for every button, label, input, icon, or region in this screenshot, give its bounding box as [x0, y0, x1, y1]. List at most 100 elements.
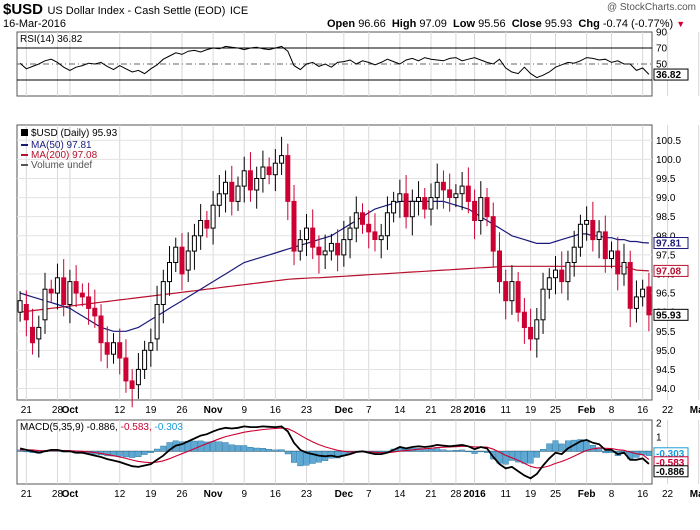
- macd-histogram-bar: [577, 439, 584, 452]
- rsi-last-value-box: [653, 68, 689, 81]
- macd-last-value-1: -0.583: [656, 458, 685, 469]
- date-axis-label: 19: [525, 405, 537, 416]
- macd-histogram-bar: [272, 449, 279, 452]
- candle-body: [92, 307, 98, 317]
- macd-date-axis-label: 12: [114, 489, 126, 500]
- candle-body: [185, 250, 191, 271]
- candle-body: [335, 242, 341, 256]
- macd-title: MACD(5,35,9) -0.886, -0.583, -0.303: [20, 422, 183, 433]
- macd-signal-line: [20, 427, 650, 469]
- candle-body: [260, 166, 266, 179]
- macd-histogram-bar: [203, 441, 210, 452]
- candle-body: [521, 311, 527, 329]
- macd-panel: [16, 419, 653, 485]
- macd-title-macd: MACD(5,35,9) -0.886,: [20, 422, 121, 433]
- macd-histogram-bar: [259, 448, 266, 452]
- candle-body: [453, 193, 459, 199]
- exchange-label: ICE: [229, 5, 249, 17]
- instrument-name: US Dollar Index - Cash Settle (EOD): [47, 5, 226, 17]
- candle-body: [241, 170, 247, 187]
- candle-body: [23, 304, 29, 321]
- symbol-label: $USD: [3, 1, 44, 18]
- candle-body: [304, 227, 309, 241]
- macd-histogram-bar: [558, 443, 565, 452]
- macd-histogram-bar: [533, 451, 540, 458]
- macd-histogram-bar: [222, 442, 229, 452]
- candle-body: [160, 281, 166, 306]
- macd-histogram-bar: [135, 451, 142, 457]
- macd-histogram-bar: [334, 451, 341, 459]
- high-label: High: [391, 18, 417, 30]
- candle-body: [384, 212, 390, 237]
- candle-body: [198, 220, 204, 237]
- candle-body: [434, 181, 440, 199]
- macd-date-axis-label: Feb: [578, 489, 596, 500]
- macd-histogram-bar: [266, 449, 273, 452]
- price-legend-item: MA(200) 97.08: [31, 150, 98, 161]
- date-axis-label: 22: [662, 405, 674, 416]
- macd-histogram-bar: [452, 450, 459, 452]
- price-tick-label: 100.5: [656, 136, 681, 147]
- macd-date-axis-label: 9: [241, 489, 247, 500]
- price-tick-label: 100.0: [656, 155, 681, 166]
- candle-body: [484, 197, 490, 218]
- candle-body: [621, 262, 627, 275]
- macd-date-axis-label: 22: [662, 489, 674, 500]
- chart-header: $USD US Dollar Index - Cash Settle (EOD)…: [0, 0, 700, 34]
- candle-body: [247, 170, 253, 191]
- candle-body: [98, 315, 104, 344]
- macd-histogram-bar: [160, 445, 167, 452]
- macd-histogram-bar: [546, 443, 553, 452]
- macd-date-axis-label: 16: [270, 489, 282, 500]
- low-value: 95.56: [478, 18, 506, 30]
- macd-histogram-bar: [210, 441, 217, 452]
- date-axis-label: 12: [114, 405, 126, 416]
- candle-body: [428, 197, 434, 210]
- high-value: 97.09: [419, 18, 447, 30]
- macd-date-axis-label: 11: [501, 489, 512, 500]
- price-last-value-2: 95.93: [656, 310, 681, 321]
- candle-body: [179, 246, 185, 275]
- macd-histogram-bar: [278, 449, 285, 452]
- rsi-tick-label: 70: [656, 44, 668, 55]
- candle-body: [397, 193, 403, 202]
- candle-body: [490, 216, 496, 252]
- candle-body: [191, 235, 197, 252]
- macd-histogram-bar: [284, 451, 291, 455]
- macd-last-value-2-box: [653, 465, 689, 478]
- date-label: 16-Mar-2016: [3, 18, 66, 30]
- price-last-value-2-box: [653, 308, 689, 321]
- macd-date-axis-label: 28: [52, 489, 64, 500]
- macd-histogram-bar: [253, 447, 260, 452]
- date-axis-label: 11: [501, 405, 512, 416]
- price-last-value-1: 97.08: [656, 266, 681, 277]
- candle-body: [422, 197, 428, 210]
- candle-body: [291, 200, 297, 252]
- macd-histogram-bar: [247, 447, 254, 452]
- macd-histogram-bar: [191, 440, 198, 452]
- candle-body: [596, 231, 602, 240]
- candle-body: [216, 193, 222, 206]
- candle-body: [254, 178, 260, 191]
- candle-body: [378, 235, 384, 241]
- candle-body: [465, 185, 471, 202]
- candle-body: [447, 189, 453, 198]
- candle-body: [285, 155, 291, 202]
- candle-body: [123, 357, 129, 382]
- macd-histogram-bar: [309, 451, 316, 464]
- ma50-line: [19, 200, 649, 332]
- macd-histogram-bar: [434, 448, 441, 452]
- candle-body: [602, 231, 608, 260]
- rsi-tick-label: 50: [656, 60, 668, 71]
- candle-body: [627, 262, 633, 309]
- macd-tick-label: 1: [656, 433, 662, 444]
- macd-date-axis-label: 7: [366, 489, 372, 500]
- candle-body: [104, 342, 110, 355]
- candle-body: [503, 281, 509, 302]
- candle-body: [565, 262, 571, 283]
- candle-body: [235, 185, 241, 202]
- candle-body: [229, 181, 235, 202]
- candle-body: [509, 281, 515, 302]
- price-tick-label: 98.5: [656, 212, 676, 223]
- candle-body: [409, 200, 415, 218]
